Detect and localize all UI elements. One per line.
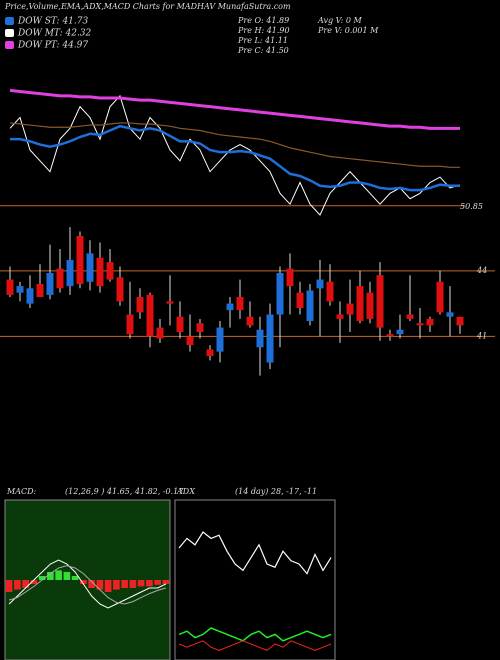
panel-title: MACD: [6,487,37,496]
candle-body [176,316,184,332]
info-text: Pre C: 41.50 [237,46,289,55]
candle-body [96,257,104,287]
histogram-bar [38,576,46,580]
histogram-bar [146,580,153,587]
panel-subtitle: (12,26,9 ) 41.65, 41.82, -0.17 [65,487,184,496]
series-line [178,531,332,575]
candle-body [346,303,354,315]
candle-body [36,283,44,298]
candle-body [416,323,424,326]
info-text: Pre H: 41.90 [237,26,290,35]
histogram-bar [104,580,112,592]
legend-text: DOW ST: 41.73 [17,17,88,27]
histogram-bar [88,580,95,588]
histogram-bar [22,580,29,588]
y-tick-label: 44 [476,266,487,275]
info-text: Pre O: 41.89 [237,16,289,25]
info-text: Avg V: 0 M [317,16,362,25]
candle-body [266,314,274,363]
candle-body [216,327,224,352]
series-line [178,640,332,651]
candle-body [256,329,264,348]
candle-body [366,292,374,319]
histogram-bar [113,580,120,590]
candle-body [126,314,134,335]
candle-body [196,323,204,332]
histogram-bar [137,580,145,587]
candle-body [16,286,24,293]
series-line [9,88,460,130]
candle-body [356,286,364,322]
candle-body [76,235,84,284]
candle-body [206,349,214,356]
candle-body [446,312,454,317]
candle-body [286,268,294,287]
histogram-bar [121,580,128,588]
candle-body [56,268,64,289]
candle-body [236,297,244,311]
histogram-bar [71,576,79,580]
candle-body [116,277,124,302]
series-line [10,124,460,192]
candle-body [66,259,74,287]
candle-body [166,301,174,304]
candle-body [6,279,14,295]
candle-body [426,318,434,326]
histogram-bar [162,580,170,584]
candle-body [376,275,384,328]
y-tick-label: 41 [476,331,487,340]
y-tick-label: 50.85 [460,202,483,211]
candle-body [306,290,314,322]
legend-text: DOW MT: 42.32 [17,29,92,39]
candle-body [26,288,34,304]
candle-body [456,316,464,326]
histogram-bar [154,580,161,585]
candle-body [336,314,344,319]
candle-body [246,316,254,326]
candle-body [156,327,164,339]
page-title: Price,Volume,EMA,ADX,MACD Charts for MAD… [4,2,291,11]
candle-body [136,297,144,313]
info-text: Pre V: 0.001 M [317,26,379,35]
legend-text: DOW PT: 44.97 [17,41,88,51]
series-line [8,565,167,605]
panel-title: ADX [176,487,195,496]
histogram-bar [129,580,137,588]
info-text: Pre L: 41.11 [237,36,288,45]
candle-body [276,273,284,315]
histogram-bar [63,572,71,580]
candle-body [46,273,54,295]
histogram-bar [30,580,38,584]
series-line [9,122,460,168]
histogram-bar [5,580,13,592]
panel-subtitle: (14 day) 28, -17, -11 [235,487,317,496]
histogram-bar [47,572,54,580]
candle-body [396,329,404,335]
series-line [8,559,167,609]
candle-body [146,294,154,337]
macd-panel [4,499,171,660]
histogram-bar [55,570,62,580]
series-line [9,94,461,216]
candle-body [86,253,94,282]
histogram-bar [96,580,104,590]
histogram-bar [80,580,87,584]
candle-body [186,336,194,346]
candle-body [386,334,394,337]
candle-body [316,279,324,289]
histogram-bar [14,580,21,590]
candle-body [296,292,304,308]
legend-swatch [5,29,14,37]
candle-body [106,262,114,280]
candle-body [226,303,234,311]
legend-swatch [5,41,14,49]
candle-body [436,281,444,313]
legend-swatch [5,17,14,25]
candle-body [326,281,334,302]
series-line [178,627,332,642]
candle-body [406,314,414,319]
